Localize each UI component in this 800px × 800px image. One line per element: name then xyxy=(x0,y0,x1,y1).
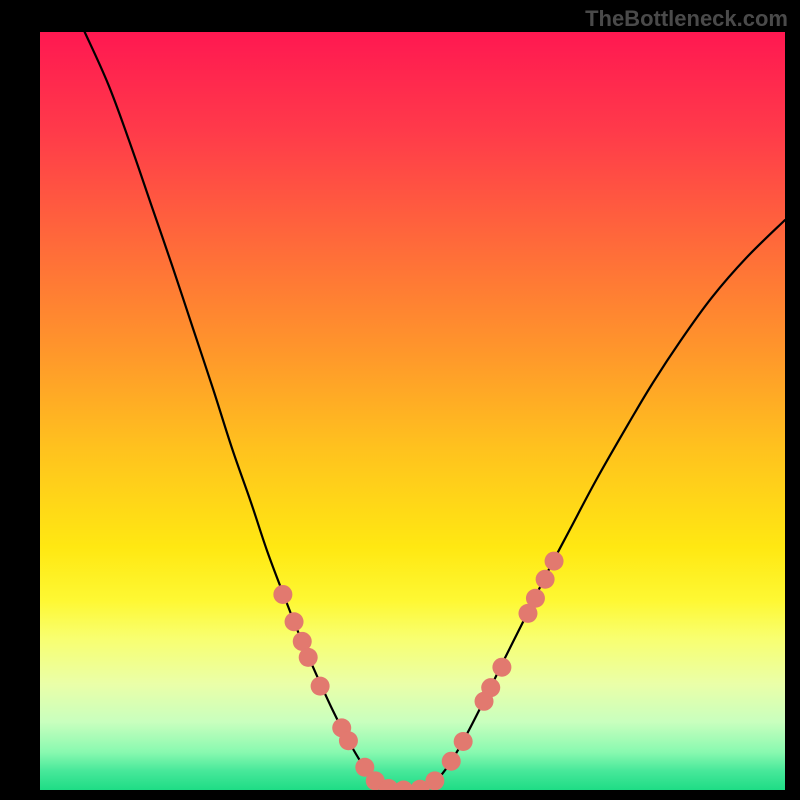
data-marker xyxy=(454,732,473,751)
data-marker xyxy=(285,612,304,631)
data-marker xyxy=(492,658,511,677)
data-marker xyxy=(545,552,564,571)
watermark-text: TheBottleneck.com xyxy=(585,6,788,32)
data-marker xyxy=(311,677,330,696)
bottleneck-curve xyxy=(85,32,785,790)
data-marker xyxy=(442,752,461,771)
data-marker xyxy=(299,648,318,667)
chart-plot-area xyxy=(40,32,785,790)
data-marker xyxy=(481,678,500,697)
data-marker xyxy=(394,781,413,791)
data-marker xyxy=(425,771,444,790)
chart-svg-overlay xyxy=(40,32,785,790)
data-marker xyxy=(273,585,292,604)
data-marker xyxy=(536,570,555,589)
data-marker xyxy=(339,731,358,750)
data-marker xyxy=(526,589,545,608)
marker-group xyxy=(273,552,563,790)
